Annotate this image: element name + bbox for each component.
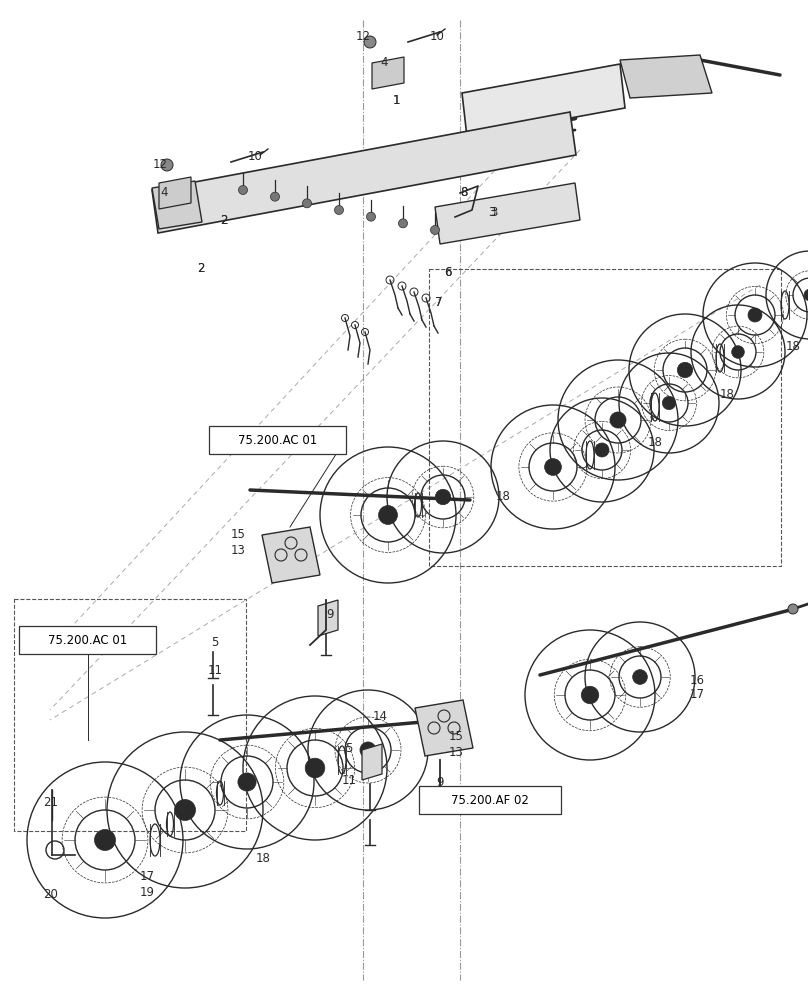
Text: 10: 10 bbox=[248, 150, 263, 163]
Polygon shape bbox=[262, 527, 320, 583]
FancyBboxPatch shape bbox=[209, 426, 346, 454]
Text: 18: 18 bbox=[255, 852, 271, 864]
Text: 18: 18 bbox=[648, 436, 663, 448]
Text: 8: 8 bbox=[460, 186, 467, 200]
Polygon shape bbox=[372, 57, 404, 89]
Text: 11: 11 bbox=[208, 664, 222, 676]
Circle shape bbox=[271, 192, 280, 201]
Text: 13: 13 bbox=[231, 544, 246, 558]
Polygon shape bbox=[152, 181, 202, 229]
Text: 3: 3 bbox=[488, 207, 495, 220]
Text: 5: 5 bbox=[212, 637, 219, 650]
Circle shape bbox=[677, 362, 692, 378]
Circle shape bbox=[804, 289, 808, 301]
Text: 1: 1 bbox=[393, 94, 400, 106]
Text: 18: 18 bbox=[786, 340, 801, 354]
Text: 9: 9 bbox=[436, 776, 444, 790]
Circle shape bbox=[305, 758, 325, 778]
Polygon shape bbox=[159, 177, 191, 209]
Circle shape bbox=[360, 742, 376, 758]
Polygon shape bbox=[362, 744, 382, 780]
Text: 3: 3 bbox=[490, 207, 498, 220]
Text: 13: 13 bbox=[449, 746, 464, 758]
Circle shape bbox=[431, 226, 440, 234]
Circle shape bbox=[238, 773, 256, 791]
Text: 20: 20 bbox=[43, 888, 58, 902]
Text: 17: 17 bbox=[690, 688, 705, 702]
Text: 2: 2 bbox=[197, 261, 205, 274]
FancyBboxPatch shape bbox=[419, 786, 561, 814]
Text: 19: 19 bbox=[140, 886, 155, 898]
Text: 75.200.AC 01: 75.200.AC 01 bbox=[238, 434, 317, 446]
Text: 11: 11 bbox=[342, 774, 356, 786]
Text: 4: 4 bbox=[381, 56, 388, 70]
Text: 2: 2 bbox=[221, 214, 228, 227]
Circle shape bbox=[581, 686, 599, 704]
Polygon shape bbox=[620, 55, 712, 98]
Circle shape bbox=[663, 396, 675, 410]
Circle shape bbox=[175, 800, 196, 820]
Text: 8: 8 bbox=[460, 186, 467, 200]
Circle shape bbox=[748, 308, 762, 322]
Polygon shape bbox=[415, 700, 473, 756]
Circle shape bbox=[161, 159, 173, 171]
Circle shape bbox=[302, 199, 312, 208]
Text: 16: 16 bbox=[690, 674, 705, 686]
Polygon shape bbox=[462, 64, 625, 137]
Text: 9: 9 bbox=[326, 607, 334, 620]
Text: 2: 2 bbox=[221, 214, 228, 227]
Text: 7: 7 bbox=[435, 296, 443, 310]
Text: 1: 1 bbox=[393, 94, 400, 106]
FancyBboxPatch shape bbox=[19, 626, 156, 654]
Text: 6: 6 bbox=[444, 265, 452, 278]
Circle shape bbox=[545, 459, 562, 475]
Text: 10: 10 bbox=[430, 30, 445, 43]
Text: 18: 18 bbox=[720, 388, 734, 401]
Circle shape bbox=[379, 506, 398, 524]
Text: 17: 17 bbox=[140, 870, 155, 884]
Circle shape bbox=[95, 830, 116, 850]
Text: 12: 12 bbox=[356, 30, 371, 43]
Circle shape bbox=[610, 412, 626, 428]
Text: 21: 21 bbox=[43, 796, 58, 808]
Polygon shape bbox=[435, 183, 580, 244]
Circle shape bbox=[367, 212, 376, 221]
Circle shape bbox=[633, 670, 647, 684]
Polygon shape bbox=[152, 112, 576, 233]
Circle shape bbox=[732, 346, 744, 358]
Text: 14: 14 bbox=[372, 710, 388, 722]
Text: 75.200.AF 02: 75.200.AF 02 bbox=[451, 794, 529, 806]
Circle shape bbox=[788, 604, 798, 614]
Circle shape bbox=[364, 36, 376, 48]
Circle shape bbox=[335, 206, 343, 215]
Text: 2: 2 bbox=[197, 261, 205, 274]
Text: 12: 12 bbox=[153, 158, 168, 172]
Circle shape bbox=[398, 219, 407, 228]
Circle shape bbox=[238, 186, 247, 194]
Text: 75.200.AC 01: 75.200.AC 01 bbox=[48, 634, 127, 647]
Polygon shape bbox=[318, 600, 338, 636]
Circle shape bbox=[595, 443, 609, 457]
Text: 15: 15 bbox=[449, 730, 464, 744]
Text: 6: 6 bbox=[444, 265, 452, 278]
Text: 7: 7 bbox=[435, 296, 443, 310]
Text: 18: 18 bbox=[496, 489, 511, 502]
Text: 4: 4 bbox=[161, 186, 168, 200]
Text: 5: 5 bbox=[345, 742, 352, 754]
Text: 15: 15 bbox=[231, 528, 246, 542]
Circle shape bbox=[436, 489, 451, 505]
